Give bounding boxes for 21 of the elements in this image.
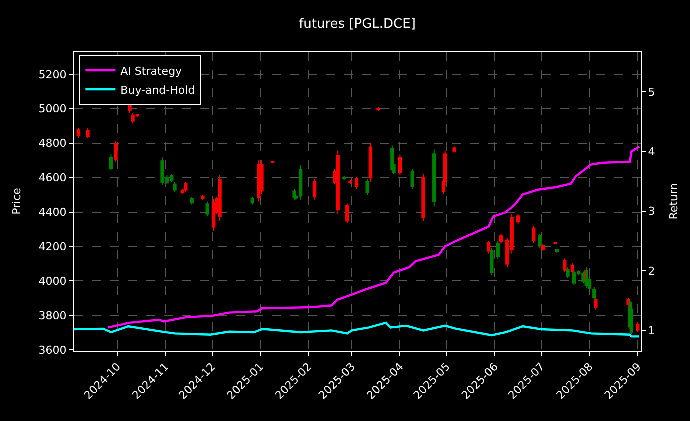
y-axis-title: Price xyxy=(10,188,24,215)
y2-tick-label: 2 xyxy=(648,264,656,278)
y-tick-label: 4200 xyxy=(38,240,67,254)
y-tick-label: 3600 xyxy=(38,344,67,357)
y2-axis-title: Return xyxy=(667,183,680,220)
y-tick-label: 4400 xyxy=(38,206,67,220)
chart-title: futures [PGL.DCE] xyxy=(299,17,416,32)
legend-label: AI Strategy xyxy=(120,64,183,78)
legend-label: Buy-and-Hold xyxy=(120,84,196,97)
line-series xyxy=(74,322,641,338)
y2-tick-label: 1 xyxy=(648,324,656,338)
y2-tick-label: 5 xyxy=(648,86,656,99)
y2-tick-label: 4 xyxy=(648,146,656,159)
y-tick-label: 4000 xyxy=(38,275,67,288)
y2-tick-label: 3 xyxy=(648,205,656,218)
y-tick-label: 4600 xyxy=(38,172,67,185)
y-tick-label: 3800 xyxy=(38,310,67,323)
y-tick-label: 4800 xyxy=(38,137,67,150)
line-series xyxy=(107,146,641,329)
y-tick-label: 5000 xyxy=(38,102,67,116)
y-tick-label: 5200 xyxy=(38,68,67,82)
